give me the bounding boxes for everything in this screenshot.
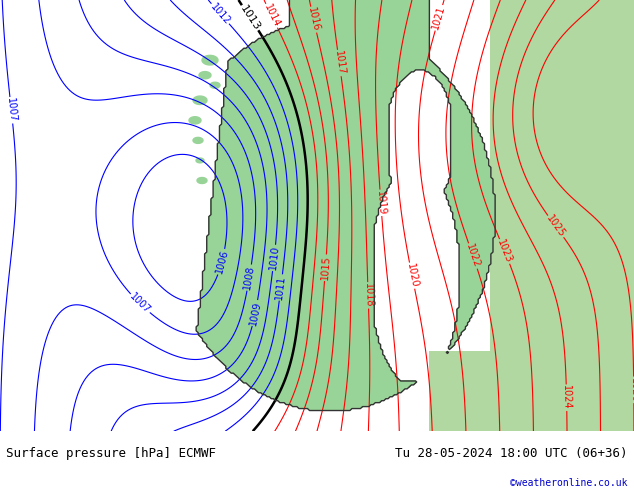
Text: 1023: 1023 (495, 238, 514, 265)
Text: Surface pressure [hPa] ECMWF: Surface pressure [hPa] ECMWF (6, 447, 216, 460)
Text: 1015: 1015 (320, 255, 332, 280)
Text: 1024: 1024 (561, 385, 572, 410)
Text: 1012: 1012 (208, 1, 232, 26)
Text: ©weatheronline.co.uk: ©weatheronline.co.uk (510, 478, 628, 488)
Text: 1019: 1019 (375, 190, 387, 216)
Polygon shape (210, 82, 220, 88)
Text: 1007: 1007 (127, 292, 152, 316)
Text: 1022: 1022 (464, 243, 482, 270)
Text: 1007: 1007 (5, 98, 18, 123)
Text: 1013: 1013 (238, 3, 262, 32)
Text: 1016: 1016 (306, 7, 321, 33)
Text: Tu 28-05-2024 18:00 UTC (06+36): Tu 28-05-2024 18:00 UTC (06+36) (395, 447, 628, 460)
Text: 1018: 1018 (363, 283, 373, 308)
Polygon shape (193, 96, 207, 104)
Text: 1009: 1009 (248, 300, 262, 326)
Text: 1020: 1020 (404, 263, 419, 289)
Text: 1006: 1006 (214, 249, 230, 275)
Text: 1008: 1008 (242, 265, 256, 291)
Text: 1017: 1017 (333, 50, 346, 76)
Polygon shape (199, 72, 211, 79)
Text: 1025: 1025 (545, 214, 567, 240)
Text: 1021: 1021 (430, 4, 447, 31)
Polygon shape (202, 55, 218, 65)
Polygon shape (189, 117, 201, 124)
Text: 1011: 1011 (275, 275, 287, 300)
Text: 1026: 1026 (629, 377, 634, 402)
Polygon shape (197, 177, 207, 184)
Text: 1010: 1010 (268, 245, 280, 270)
Polygon shape (193, 137, 203, 144)
Text: 1014: 1014 (262, 2, 281, 29)
Polygon shape (196, 158, 204, 163)
